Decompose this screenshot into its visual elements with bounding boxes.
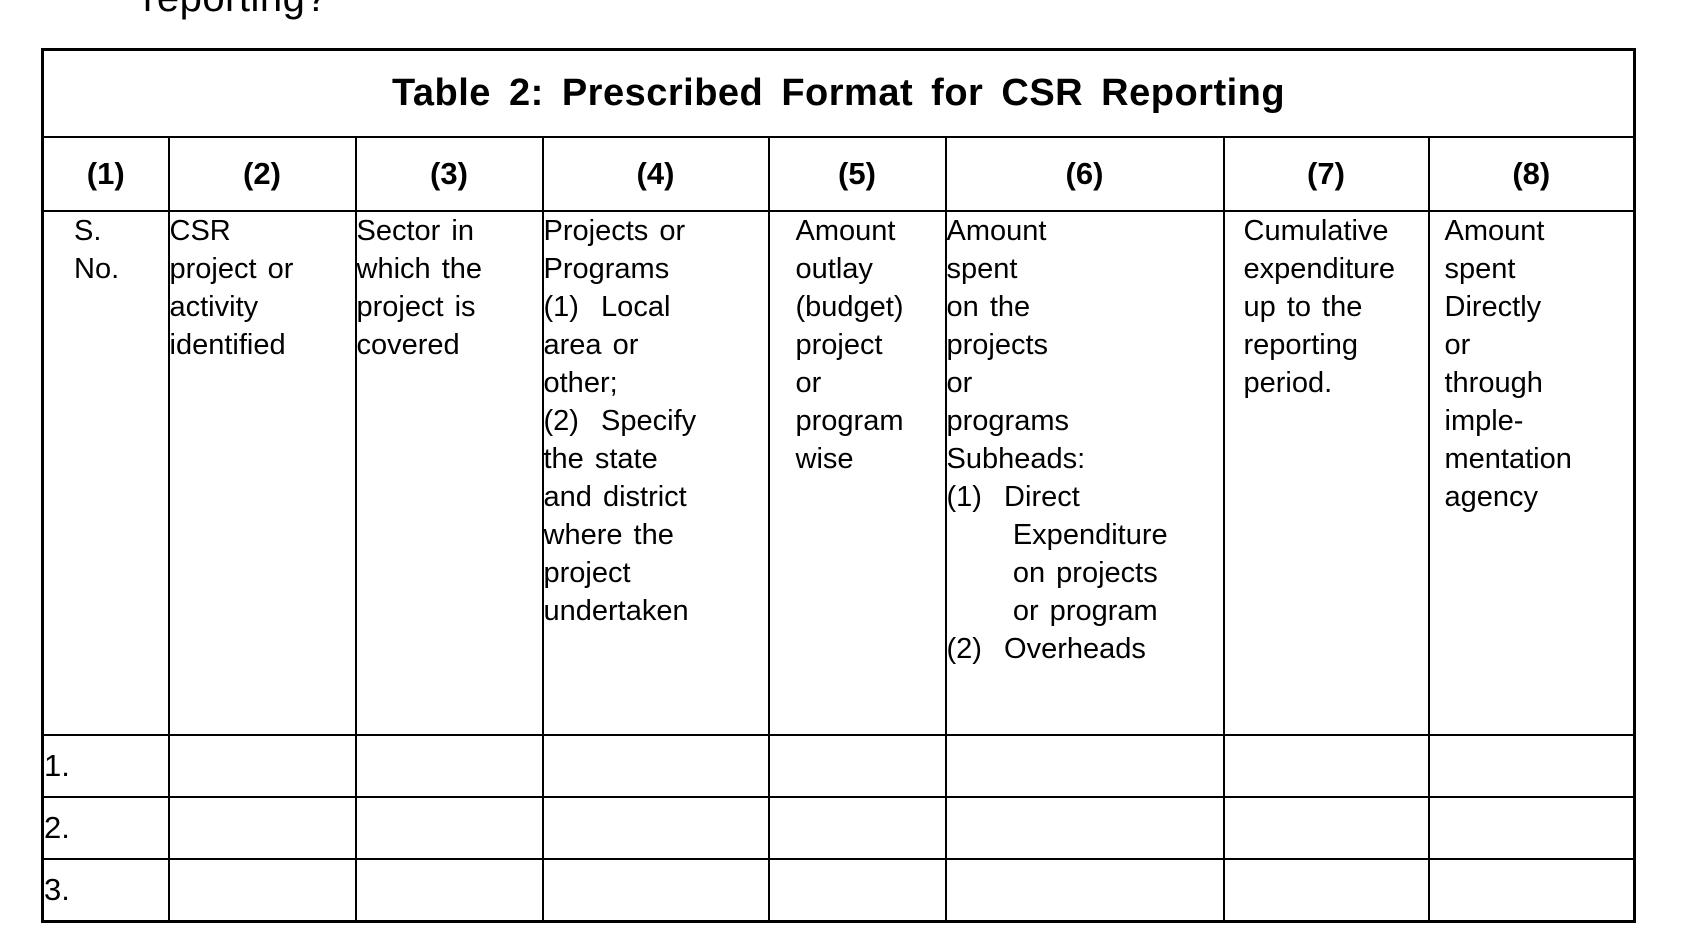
empty-cell <box>1427 734 1636 798</box>
empty-cell <box>1222 796 1430 860</box>
empty-cell <box>541 734 770 798</box>
col-number-5: (5) <box>767 136 947 212</box>
row-label: 3. <box>41 858 170 923</box>
col-number-1: (1) <box>41 136 170 212</box>
header-amount-outlay: Amount outlay (budget) project or progra… <box>767 210 947 736</box>
empty-cell <box>354 734 544 798</box>
col-number-8: (8) <box>1427 136 1636 212</box>
col-number-3: (3) <box>354 136 544 212</box>
column-header-row: S. No. CSR project or activity identifie… <box>41 210 1636 736</box>
empty-cell <box>767 858 947 923</box>
col-number-6: (6) <box>944 136 1225 212</box>
table-title-row: Table 2: Prescribed Format for CSR Repor… <box>41 48 1636 138</box>
empty-cell <box>944 734 1225 798</box>
header-projects-programs: Projects or Programs (1) Local area or o… <box>541 210 770 736</box>
empty-cell <box>1427 858 1636 923</box>
empty-cell <box>1222 858 1430 923</box>
empty-cell <box>541 858 770 923</box>
header-cumulative-expenditure: Cumulative expenditure up to the reporti… <box>1222 210 1430 736</box>
table-row-3: 3. <box>41 858 1636 923</box>
header-amount-direct-agency: Amount spent Directly or through imple- … <box>1427 210 1636 736</box>
row-label: 2. <box>41 796 170 860</box>
empty-cell <box>1427 796 1636 860</box>
col-number-4: (4) <box>541 136 770 212</box>
empty-cell <box>167 858 357 923</box>
col-number-2: (2) <box>167 136 357 212</box>
table-row-1: 1. <box>41 734 1636 798</box>
empty-cell <box>767 796 947 860</box>
empty-cell <box>354 858 544 923</box>
empty-cell <box>167 796 357 860</box>
empty-cell <box>767 734 947 798</box>
empty-cell <box>944 858 1225 923</box>
header-sno: S. No. <box>41 210 170 736</box>
col-number-7: (7) <box>1222 136 1430 212</box>
table-row-2: 2. <box>41 796 1636 860</box>
empty-cell <box>1222 734 1430 798</box>
empty-cell <box>167 734 357 798</box>
header-amount-spent: Amount spent on the projects or programs… <box>944 210 1225 736</box>
table-title: Table 2: Prescribed Format for CSR Repor… <box>41 48 1636 138</box>
row-label: 1. <box>41 734 170 798</box>
header-sector: Sector in which the project is covered <box>354 210 544 736</box>
empty-cell <box>541 796 770 860</box>
empty-cell <box>944 796 1225 860</box>
csr-reporting-table: Table 2: Prescribed Format for CSR Repor… <box>41 48 1637 923</box>
header-csr-project: CSR project or activity identified <box>167 210 357 736</box>
column-number-row: (1) (2) (3) (4) (5) (6) (7) (8) <box>41 136 1636 212</box>
empty-cell <box>354 796 544 860</box>
partial-heading-text: reporting? <box>143 0 328 18</box>
